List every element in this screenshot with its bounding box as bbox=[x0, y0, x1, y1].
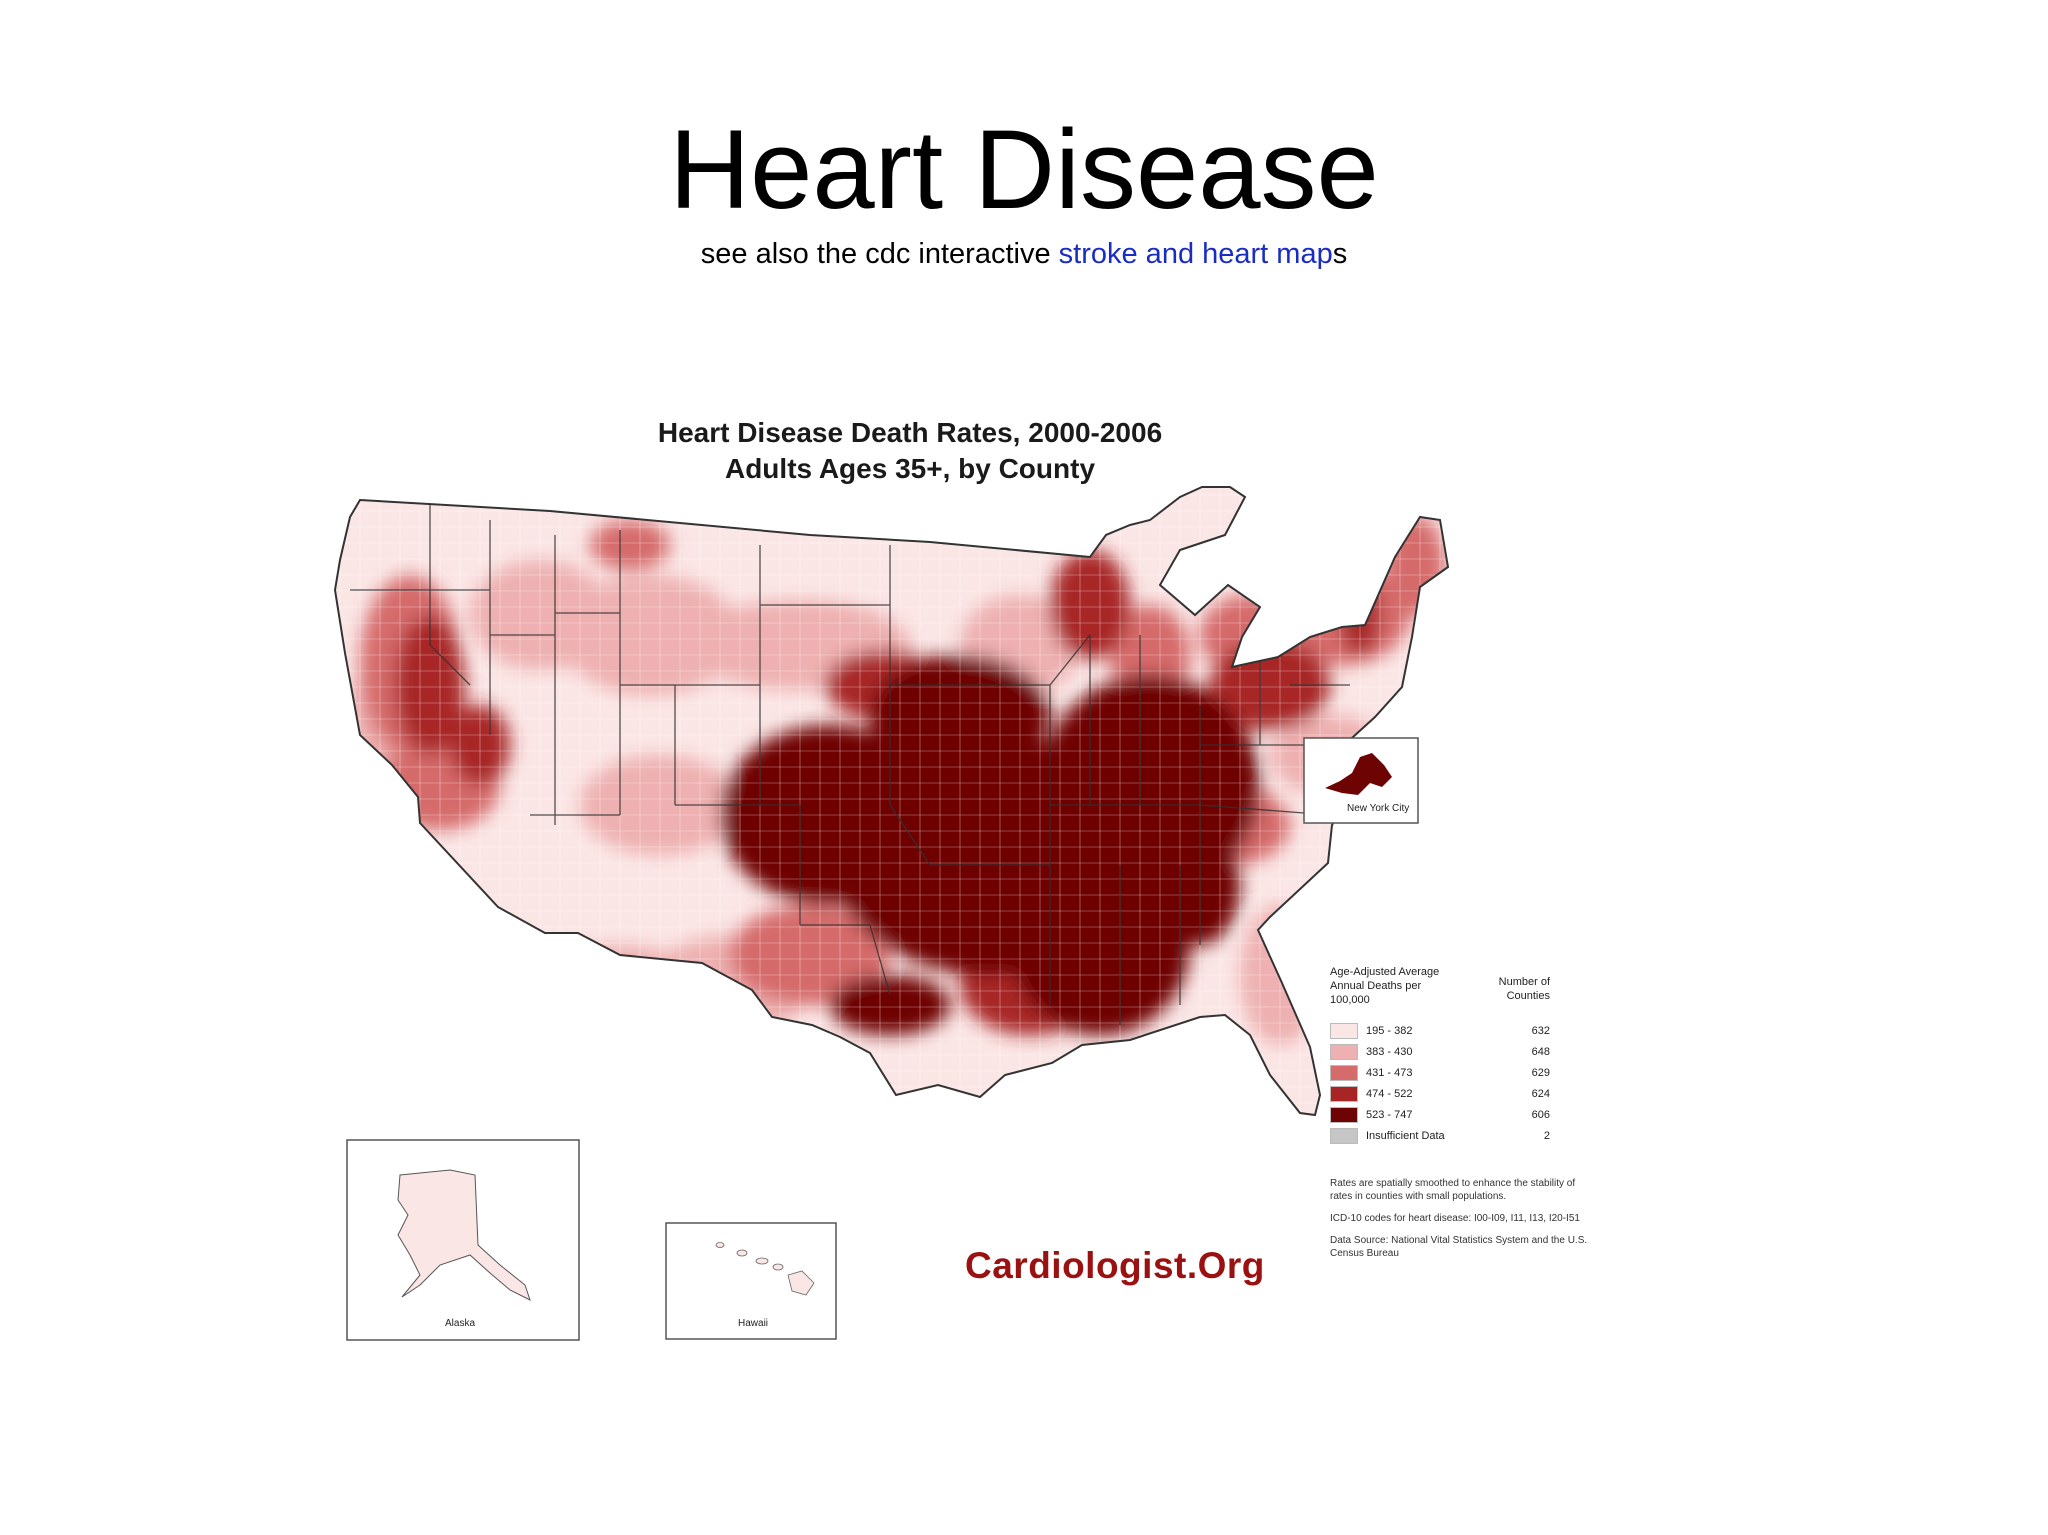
note-data-source: Data Source: National Vital Statistics S… bbox=[1330, 1235, 1588, 1259]
legend-count-header: Number of Counties bbox=[1498, 976, 1550, 1002]
legend-count: 2 bbox=[1543, 1130, 1550, 1142]
map-legend: Age-Adjusted Average Annual Deaths per 1… bbox=[1330, 965, 1570, 1147]
map-title: Heart Disease Death Rates, 2000-2006 Adu… bbox=[560, 415, 1260, 487]
legend-row: 195 - 382 632 bbox=[1330, 1021, 1570, 1042]
us-outline bbox=[333, 486, 1450, 1117]
legend-row: 474 - 522 624 bbox=[1330, 1084, 1570, 1105]
stroke-heart-maps-link[interactable]: stroke and heart map bbox=[1058, 238, 1333, 270]
slide-title: Heart Disease bbox=[669, 107, 1379, 232]
new-york-city-inset bbox=[1303, 737, 1419, 824]
legend-range: Insufficient Data bbox=[1366, 1130, 1445, 1142]
map-notes: Rates are spatially smoothed to enhance … bbox=[1330, 1177, 1590, 1269]
brand-watermark: Cardiologist.Org bbox=[965, 1245, 1265, 1286]
legend-swatch bbox=[1330, 1023, 1358, 1039]
alaska-inset bbox=[346, 1139, 580, 1341]
legend-count: 624 bbox=[1531, 1088, 1550, 1100]
legend-range: 523 - 747 bbox=[1366, 1109, 1413, 1121]
legend-range: 474 - 522 bbox=[1366, 1088, 1413, 1100]
heart-disease-map-figure: Heart Disease Death Rates, 2000-2006 Adu… bbox=[330, 385, 1690, 1375]
legend-count: 606 bbox=[1531, 1109, 1550, 1121]
us-county-map bbox=[333, 486, 1450, 1341]
legend-range: 431 - 473 bbox=[1366, 1067, 1413, 1079]
county-choropleth bbox=[335, 487, 1448, 1115]
subtitle-suffix: s bbox=[1332, 238, 1348, 270]
legend-swatch bbox=[1330, 1065, 1358, 1081]
legend-range: 195 - 382 bbox=[1366, 1025, 1413, 1037]
legend-swatch bbox=[1330, 1044, 1358, 1060]
legend-count: 629 bbox=[1531, 1067, 1550, 1079]
legend-range: 383 - 430 bbox=[1366, 1046, 1413, 1058]
legend-count: 632 bbox=[1531, 1025, 1550, 1037]
nyc-inset-label: New York City bbox=[1347, 803, 1410, 814]
legend-row: 383 - 430 648 bbox=[1330, 1042, 1570, 1063]
map-title-line-1: Heart Disease Death Rates, 2000-2006 bbox=[657, 417, 1163, 448]
legend-title: Age-Adjusted Average Annual Deaths per 1… bbox=[1330, 966, 1440, 1006]
hawaii-inset bbox=[665, 1222, 837, 1340]
note-icd-codes: ICD-10 codes for heart disease: I00-I09,… bbox=[1330, 1213, 1580, 1224]
legend-count: 648 bbox=[1531, 1046, 1550, 1058]
map-title-line-2: Adults Ages 35+, by County bbox=[724, 453, 1096, 484]
legend-swatch bbox=[1330, 1107, 1358, 1123]
alaska-inset-label: Alaska bbox=[445, 1318, 476, 1329]
legend-row: 523 - 747 606 bbox=[1330, 1105, 1570, 1126]
legend-swatch bbox=[1330, 1128, 1358, 1144]
legend-rows: 195 - 382 632 383 - 430 648 431 - 473 629 474 … bbox=[1330, 1021, 1570, 1147]
legend-row: Insufficient Data 2 bbox=[1330, 1126, 1570, 1147]
legend-swatch bbox=[1330, 1086, 1358, 1102]
legend-row: 431 - 473 629 bbox=[1330, 1063, 1570, 1084]
note-smoothing: Rates are spatially smoothed to enhance … bbox=[1330, 1178, 1576, 1202]
subtitle-text: see also the cdc interactive bbox=[700, 238, 1059, 270]
slide-subtitle: see also the cdc interactive stroke and … bbox=[0, 236, 2048, 272]
hawaii-inset-label: Hawaii bbox=[738, 1318, 769, 1329]
